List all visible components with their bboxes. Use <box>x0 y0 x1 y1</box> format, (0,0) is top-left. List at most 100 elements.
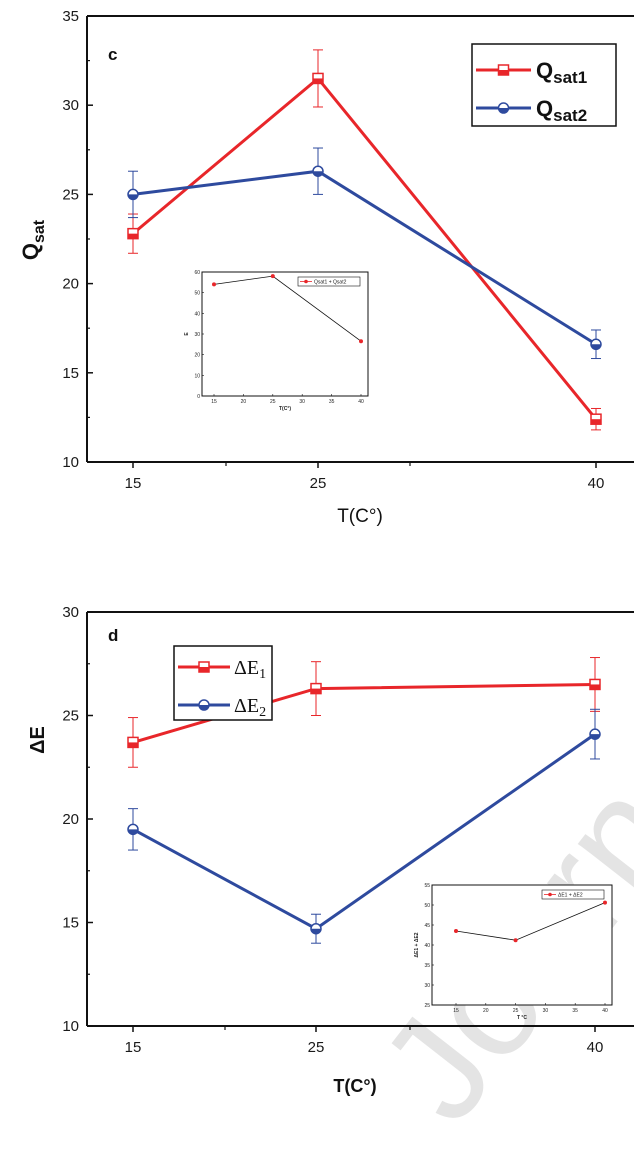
legend-label-sub: 2 <box>259 705 266 720</box>
x-tick-label: 15 <box>125 475 142 492</box>
legend-marker-fill <box>199 705 209 710</box>
inset-x-tick-label: 30 <box>543 1008 549 1014</box>
inset-x-tick-label: 20 <box>483 1008 489 1014</box>
legend-box <box>173 645 273 721</box>
x-tick-label: 40 <box>588 475 605 492</box>
series-1 <box>127 147 602 360</box>
y-tick-label: 15 <box>62 365 79 382</box>
inset-data-point <box>454 929 458 933</box>
inset-y-tick-label: 25 <box>424 1003 430 1009</box>
legend-label: ΔE2 <box>234 695 266 720</box>
x-tick-label: 40 <box>587 1039 604 1056</box>
data-point-fill <box>590 684 600 690</box>
inset-chart: 0 10 20 30 40 50 60 15 20 25 30 35 40 T(C°) E Qsat1 + Q… <box>184 270 369 412</box>
inset-y-title: E <box>184 332 190 336</box>
inset-y-tick-label: 55 <box>424 883 430 889</box>
inset-y-tick-label: 40 <box>424 943 430 949</box>
inset-x-tick-label: 15 <box>453 1008 459 1014</box>
data-point <box>127 227 139 240</box>
inset-data-point <box>270 274 275 279</box>
legend-label-main: ΔE <box>234 657 259 679</box>
data-point-fill <box>590 734 600 740</box>
legend-marker <box>198 661 210 673</box>
y-tick-label: 20 <box>62 811 79 828</box>
inset-x-tick-label: 25 <box>513 1008 519 1014</box>
legend-box <box>471 43 617 127</box>
inset-x-tick-label: 35 <box>572 1008 578 1014</box>
data-point <box>127 188 139 201</box>
legend-label-sub: 1 <box>259 667 266 682</box>
legend-label-main: ΔE <box>234 695 259 717</box>
series-0 <box>127 657 601 768</box>
series-1 <box>127 708 601 944</box>
y-axis-title-sub: sat <box>31 219 48 243</box>
inset-data-point <box>603 900 607 905</box>
inset-chart: 25 30 35 40 45 50 55 15 20 25 30 35 40 T °C ΔE1 + ΔE2 Δ… <box>414 883 613 1021</box>
y-tick-label: 35 <box>62 8 79 25</box>
x-tick-label: 25 <box>308 1039 325 1056</box>
inset-y-title: ΔE1 + ΔE2 <box>414 932 420 957</box>
inset-x-tick-label: 35 <box>329 399 335 405</box>
data-point-fill <box>128 194 138 200</box>
y-axis-title: Qsat <box>18 219 48 260</box>
data-point-fill <box>311 688 321 694</box>
inset-y-tick-label: 0 <box>197 394 200 400</box>
inset-x-tick-label: 40 <box>358 399 364 405</box>
data-point <box>127 736 139 749</box>
data-point-fill <box>313 78 323 84</box>
inset-x-tick-label: 40 <box>602 1008 608 1014</box>
legend-marker-fill <box>498 70 509 75</box>
inset-legend-label: Qsat1 + Qsat2 <box>314 280 347 286</box>
legend-marker <box>198 699 210 711</box>
data-point-fill <box>128 829 138 835</box>
inset-y-tick-label: 35 <box>424 963 430 969</box>
inset-legend-marker <box>548 892 552 897</box>
data-point <box>310 682 322 695</box>
inset-data-point <box>513 938 518 943</box>
data-point-fill <box>591 419 601 425</box>
data-point-fill <box>128 233 138 239</box>
inset-y-tick-label: 20 <box>194 353 200 359</box>
y-axis-title: ΔE <box>27 726 49 754</box>
inset-x-title: T(C°) <box>279 406 291 412</box>
inset-y-tick-label: 50 <box>424 903 430 909</box>
data-point <box>590 338 602 351</box>
data-point <box>312 72 324 85</box>
y-tick-label: 30 <box>62 97 79 114</box>
inset-y-tick-label: 60 <box>194 270 200 276</box>
x-axis-title: T(C°) <box>337 506 383 527</box>
y-tick-label: 20 <box>62 276 79 293</box>
inset-y-tick-label: 45 <box>424 923 430 929</box>
inset-x-title: T °C <box>517 1015 527 1021</box>
data-point-fill <box>311 928 321 934</box>
data-point <box>589 678 601 691</box>
inset-y-tick-label: 50 <box>194 291 200 297</box>
data-point <box>590 413 602 425</box>
x-tick-label: 15 <box>125 1039 142 1056</box>
inset-x-tick-label: 25 <box>270 399 276 405</box>
legend-marker-fill <box>498 108 509 113</box>
inset-legend-marker <box>304 279 308 284</box>
inset-legend-box <box>297 276 361 287</box>
y-tick-label: 25 <box>62 708 79 725</box>
legend-label-main: Q <box>536 96 553 121</box>
inset-x-tick-label: 30 <box>299 399 305 405</box>
legend-label-main: Q <box>536 58 553 83</box>
legend-label-sub: sat2 <box>553 106 587 125</box>
inset-legend-box <box>541 889 605 900</box>
y-tick-label: 30 <box>62 604 79 621</box>
panel-label: d <box>108 626 118 645</box>
legend-label: Qsat2 <box>536 96 587 125</box>
inset-x-tick-label: 15 <box>211 399 217 405</box>
inset-data-point <box>359 339 363 344</box>
x-tick-label: 25 <box>310 475 327 492</box>
data-point-fill <box>591 344 601 350</box>
y-tick-label: 10 <box>62 1018 79 1035</box>
legend-marker <box>497 64 510 76</box>
inset-legend-label: ΔE1 + ΔE2 <box>558 893 583 899</box>
